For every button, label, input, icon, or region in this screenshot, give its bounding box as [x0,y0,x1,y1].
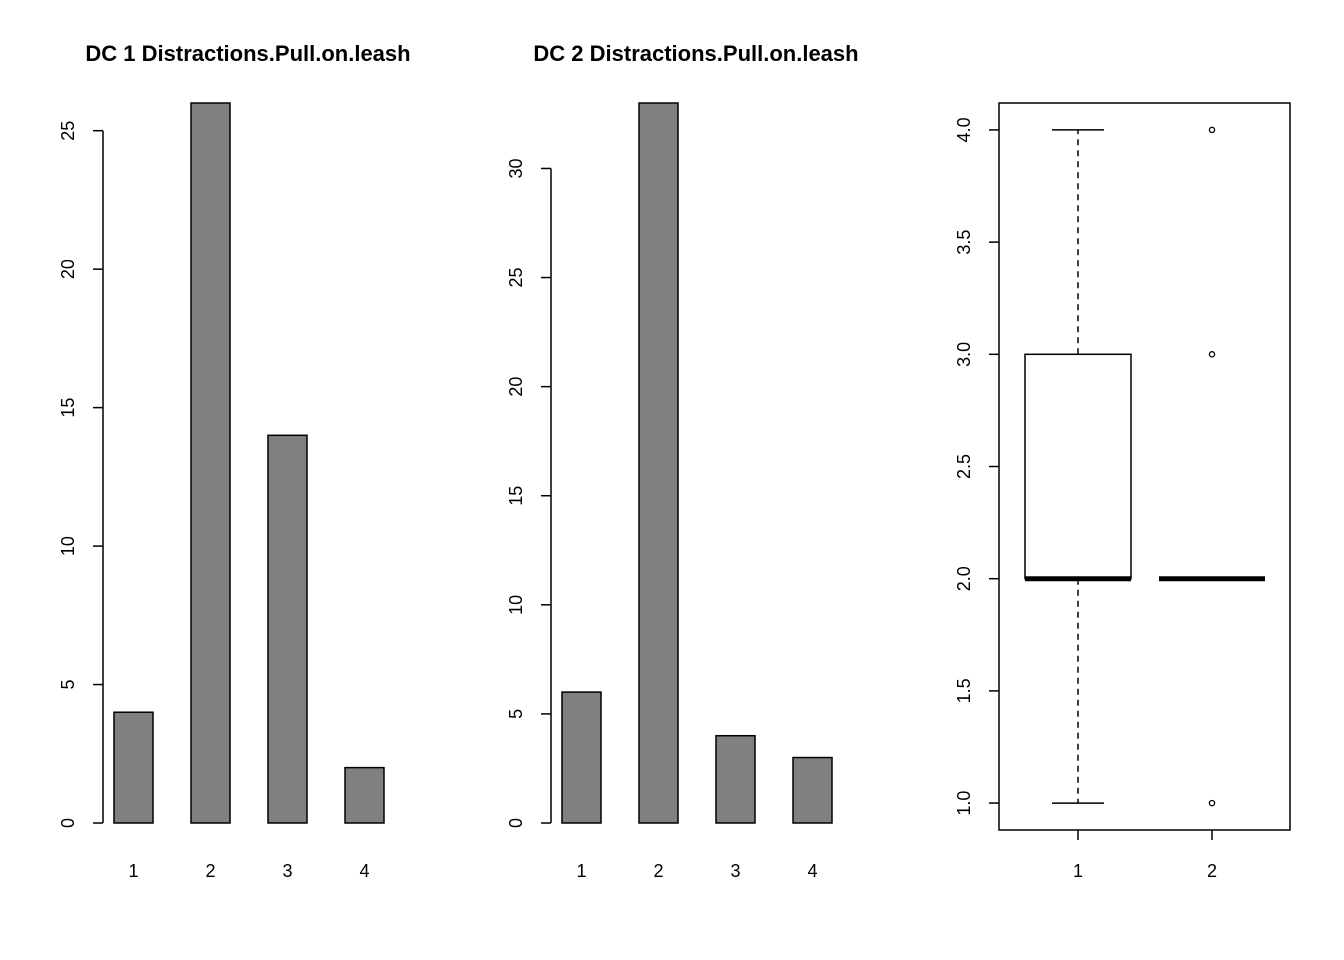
y-tick-label-dc2: 30 [506,158,526,178]
outlier-point-2 [1208,799,1216,807]
outlier-point-2 [1208,126,1216,134]
bar-chart-dc1: DC 1 Distractions.Pull.on.leash 0 5 10 15 20… [58,41,411,881]
y-tick-label-dc2: 5 [506,709,526,719]
y-tick-label-dc1: 15 [58,398,78,418]
bar-dc2-1 [561,691,602,824]
bar-dc2-2 [638,102,679,824]
x-tick-label-dc2: 4 [807,861,817,881]
x-tick-label-dc1: 1 [128,861,138,881]
y-tick-label-dc2: 0 [506,818,526,828]
x-tick-label-boxplot: 1 [1073,861,1083,881]
y-tick-label-boxplot: 3.0 [954,342,974,367]
y-tick-label-dc2: 25 [506,268,526,288]
bar-dc2-4 [792,756,833,824]
x-tick-label-dc2: 1 [576,861,586,881]
x-tick-label-dc1: 4 [359,861,369,881]
bar-dc1-3 [267,434,308,824]
chart-title-dc1: DC 1 Distractions.Pull.on.leash [85,41,410,66]
x-tick-label-dc1: 2 [205,861,215,881]
y-tick-label-boxplot: 4.0 [954,117,974,142]
x-tick-label-dc2: 2 [653,861,663,881]
y-tick-label-dc2: 15 [506,486,526,506]
y-tick-label-boxplot: 1.0 [954,791,974,816]
x-tick-label-dc2: 3 [730,861,740,881]
y-tick-label-dc2: 20 [506,377,526,397]
x-tick-label-boxplot: 2 [1207,861,1217,881]
chart-title-dc2: DC 2 Distractions.Pull.on.leash [533,41,858,66]
bar-dc1-2 [190,102,231,824]
box-1 [1024,353,1132,580]
y-tick-label-dc1: 25 [58,121,78,141]
y-tick-label-dc1: 5 [58,680,78,690]
y-tick-label-dc1: 10 [58,536,78,556]
y-tick-label-boxplot: 1.5 [954,678,974,703]
y-tick-label-dc2: 10 [506,595,526,615]
y-tick-label-boxplot: 2.5 [954,454,974,479]
boxplot-chart: 1.0 1.5 2.0 2.5 3.0 3.5 4.0 1 2 [954,102,1291,881]
bar-dc2-3 [715,734,756,824]
y-tick-label-boxplot: 3.5 [954,230,974,255]
y-tick-label-dc1: 0 [58,818,78,828]
boxplot-frame [998,102,1291,831]
bar-dc1-1 [113,711,154,824]
bar-dc1-4 [344,766,385,824]
outlier-point-2 [1208,351,1216,358]
x-tick-label-dc1: 3 [282,861,292,881]
y-tick-label-boxplot: 2.0 [954,566,974,591]
bar-chart-dc2: DC 2 Distractions.Pull.on.leash 0 5 10 15 20… [506,41,859,881]
y-tick-label-dc1: 20 [58,259,78,279]
